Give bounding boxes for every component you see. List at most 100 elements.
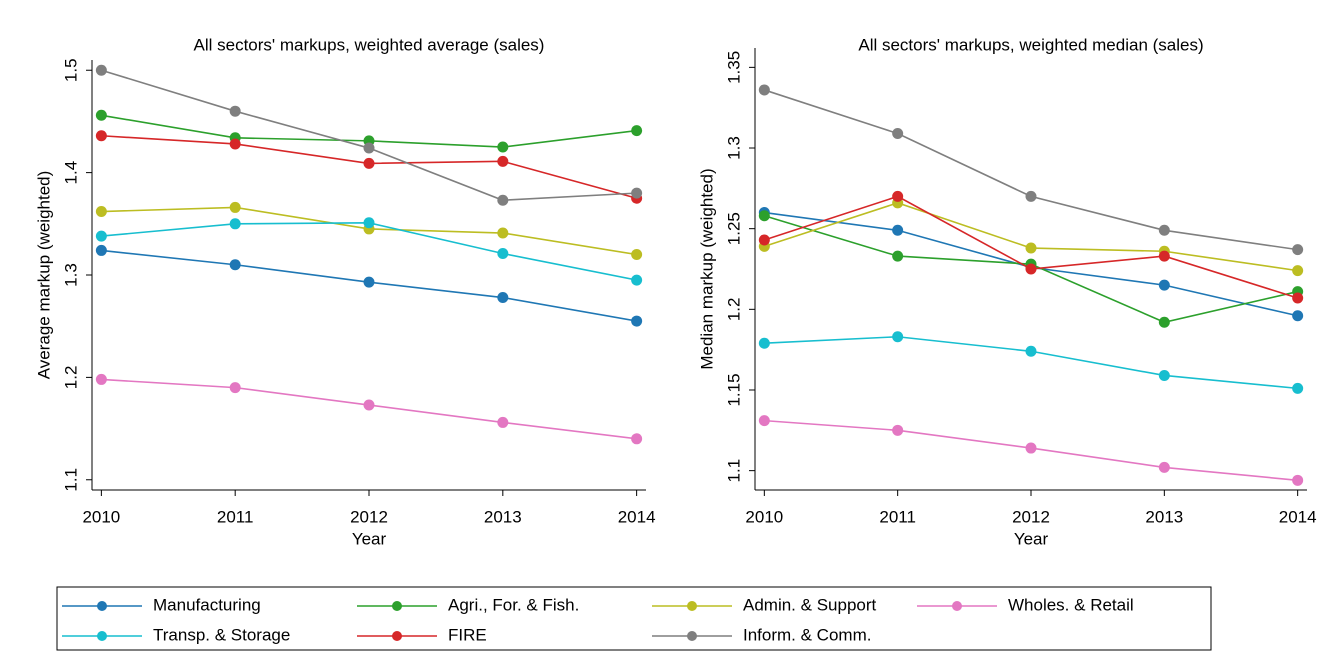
point bbox=[1292, 474, 1304, 486]
point bbox=[95, 206, 107, 218]
x-axis-label: Year bbox=[352, 529, 387, 548]
y-tick-label: 1.2 bbox=[61, 366, 80, 390]
legend-marker bbox=[97, 631, 107, 641]
legend-label: Manufacturing bbox=[153, 595, 261, 614]
point bbox=[631, 125, 643, 137]
legend-marker bbox=[97, 601, 107, 611]
y-axis-label: Average markup (weighted) bbox=[34, 171, 53, 380]
legend-marker bbox=[687, 601, 697, 611]
point bbox=[229, 105, 241, 117]
point bbox=[229, 218, 241, 230]
point bbox=[892, 127, 904, 139]
legend-label: Agri., For. & Fish. bbox=[448, 595, 579, 614]
point bbox=[1158, 316, 1170, 328]
point bbox=[497, 141, 509, 153]
series-line bbox=[764, 335, 1298, 390]
legend-label: Inform. & Comm. bbox=[743, 625, 871, 644]
point bbox=[631, 315, 643, 327]
y-tick-label: 1.35 bbox=[724, 51, 743, 84]
point bbox=[497, 155, 509, 167]
point bbox=[363, 276, 375, 288]
x-axis-label: Year bbox=[1014, 529, 1049, 548]
point bbox=[95, 109, 107, 121]
chart-title: All sectors' markups, weighted average (… bbox=[194, 35, 545, 54]
point bbox=[363, 142, 375, 154]
point bbox=[363, 217, 375, 229]
y-tick-label: 1.15 bbox=[724, 373, 743, 406]
x-tick-label: 2014 bbox=[618, 507, 656, 526]
x-tick-label: 2013 bbox=[484, 507, 522, 526]
point bbox=[631, 274, 643, 286]
x-tick-label: 2011 bbox=[879, 507, 916, 526]
point bbox=[497, 248, 509, 259]
point bbox=[892, 424, 904, 436]
y-tick-label: 1.2 bbox=[724, 298, 743, 322]
point bbox=[1025, 442, 1037, 454]
point bbox=[1158, 224, 1170, 236]
y-tick-label: 1.25 bbox=[724, 212, 743, 245]
point bbox=[229, 201, 241, 213]
point bbox=[497, 227, 509, 239]
point bbox=[892, 331, 904, 343]
point bbox=[363, 399, 375, 411]
y-tick-label: 1.4 bbox=[61, 161, 80, 185]
x-tick-label: 2012 bbox=[350, 507, 388, 526]
y-tick-label: 1.1 bbox=[61, 468, 80, 492]
point bbox=[631, 187, 643, 199]
point bbox=[229, 382, 241, 394]
y-tick-label: 1.3 bbox=[61, 263, 80, 287]
point bbox=[758, 84, 770, 96]
x-tick-label: 2013 bbox=[1145, 507, 1183, 526]
point bbox=[1292, 310, 1304, 322]
point bbox=[1025, 242, 1037, 254]
point bbox=[95, 373, 107, 385]
y-tick-label: 1.3 bbox=[724, 136, 743, 160]
point bbox=[1292, 292, 1304, 304]
series-line bbox=[101, 69, 637, 202]
x-tick-label: 2010 bbox=[82, 507, 120, 526]
point bbox=[95, 244, 107, 256]
point bbox=[1292, 265, 1304, 277]
y-tick-label: 1.5 bbox=[61, 58, 80, 82]
point bbox=[497, 292, 509, 304]
point bbox=[758, 415, 770, 427]
point bbox=[758, 234, 770, 246]
point bbox=[1025, 263, 1037, 275]
point bbox=[95, 130, 107, 142]
legend-label: Transp. & Storage bbox=[153, 625, 290, 644]
point bbox=[1158, 369, 1170, 381]
point bbox=[229, 138, 241, 150]
point bbox=[892, 190, 904, 202]
x-tick-label: 2011 bbox=[217, 507, 254, 526]
legend-marker bbox=[952, 601, 962, 611]
series-line bbox=[764, 89, 1298, 251]
point bbox=[363, 157, 375, 169]
point bbox=[1025, 345, 1037, 357]
point bbox=[631, 249, 643, 261]
x-tick-label: 2010 bbox=[745, 507, 783, 526]
point bbox=[95, 230, 107, 242]
point bbox=[758, 337, 770, 349]
point bbox=[631, 433, 643, 445]
point bbox=[1158, 279, 1170, 291]
legend-label: Wholes. & Retail bbox=[1008, 595, 1134, 614]
point bbox=[229, 259, 241, 271]
x-tick-label: 2014 bbox=[1279, 507, 1317, 526]
chart-title: All sectors' markups, weighted median (s… bbox=[858, 35, 1203, 54]
point bbox=[497, 194, 509, 206]
point bbox=[1292, 244, 1304, 256]
point bbox=[758, 210, 770, 222]
y-axis-label: Median markup (weighted) bbox=[697, 168, 716, 369]
legend-label: FIRE bbox=[448, 625, 487, 644]
point bbox=[1025, 190, 1037, 202]
point bbox=[95, 64, 107, 76]
point bbox=[1158, 250, 1170, 262]
point bbox=[497, 416, 509, 428]
point bbox=[1158, 461, 1170, 473]
point bbox=[892, 224, 904, 236]
legend-marker bbox=[392, 601, 402, 611]
legend-marker bbox=[392, 631, 402, 641]
legend-marker bbox=[687, 631, 697, 641]
legend-label: Admin. & Support bbox=[743, 595, 877, 614]
